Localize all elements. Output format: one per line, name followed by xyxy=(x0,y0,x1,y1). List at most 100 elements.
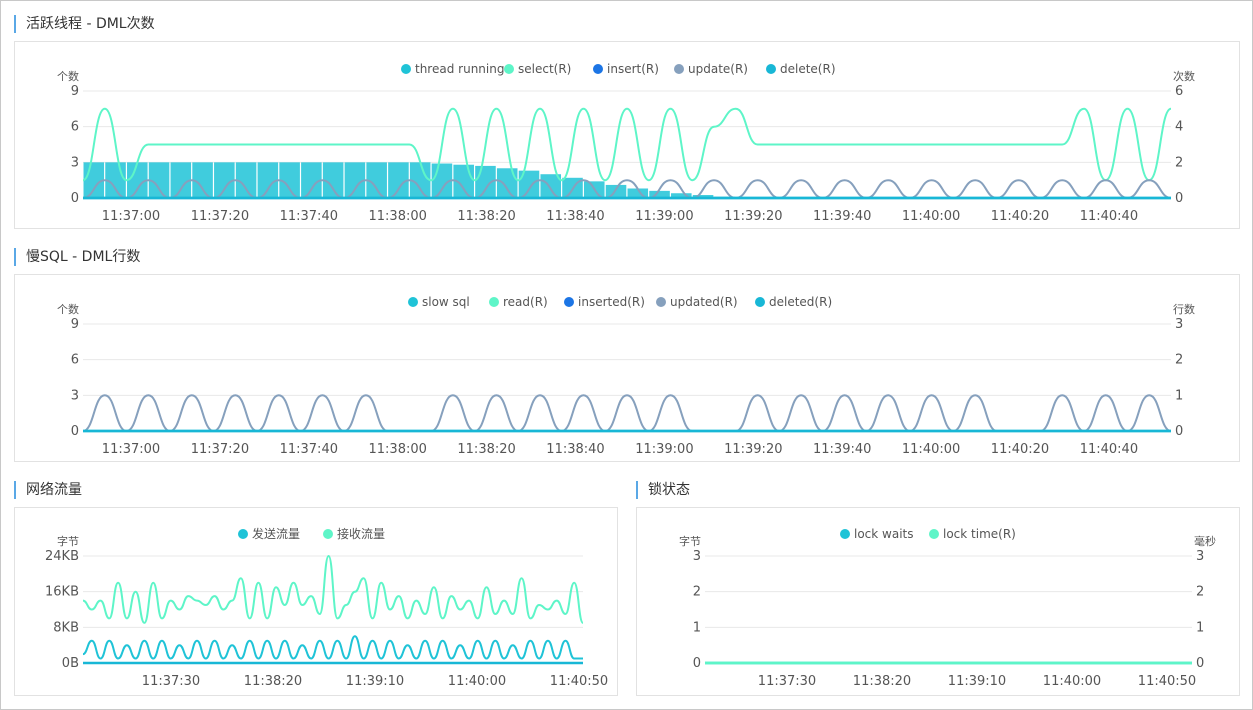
x-tick-label: 11:37:30 xyxy=(142,674,200,689)
bar xyxy=(279,162,300,198)
x-tick-label: 11:39:00 xyxy=(635,442,693,457)
legend-label: select(R) xyxy=(518,62,571,76)
bar xyxy=(257,162,279,198)
y-right-tick-label: 2 xyxy=(1175,155,1183,170)
x-tick-label: 11:37:00 xyxy=(102,209,160,224)
y-left-tick-label: 2 xyxy=(693,585,701,600)
legend-marker xyxy=(564,297,574,307)
x-tick-label: 11:38:20 xyxy=(457,209,515,224)
bar xyxy=(301,162,322,198)
x-tick-label: 11:39:20 xyxy=(724,442,782,457)
y-right-tick-label: 0 xyxy=(1196,656,1204,671)
x-tick-label: 11:39:00 xyxy=(635,209,693,224)
bar xyxy=(127,162,148,198)
y-left-tick-label: 24KB xyxy=(45,549,79,564)
series-line xyxy=(82,179,1172,200)
y-left-tick-label: 6 xyxy=(71,120,79,135)
legend-marker xyxy=(674,64,684,74)
x-tick-label: 11:40:40 xyxy=(1080,442,1138,457)
series-line xyxy=(82,107,1172,182)
x-tick-label: 11:39:40 xyxy=(813,442,871,457)
x-tick-label: 11:40:50 xyxy=(550,674,608,689)
bar xyxy=(649,190,670,198)
panel-slow-sql: 9 3 6 2 3 1 0 0 个数 行数 11:37:00 11:37:20 11:37:40 11:3… xyxy=(14,274,1240,462)
panel-active-threads: 9 6 6 4 3 2 0 0 个数 次数 11:37:00 11:37:20 11:37:40 11:3… xyxy=(14,41,1240,229)
y-right-tick-label: 6 xyxy=(1175,84,1183,99)
x-tick-label: 11:38:20 xyxy=(244,674,302,689)
legend-marker xyxy=(929,529,939,539)
legend-label: delete(R) xyxy=(780,62,836,76)
y-right-tick-label: 4 xyxy=(1175,120,1183,135)
x-tick-label: 11:40:50 xyxy=(1138,674,1196,689)
legend-label: lock waits xyxy=(854,527,914,541)
legend-marker xyxy=(840,529,850,539)
x-tick-label: 11:39:10 xyxy=(346,674,404,689)
bar xyxy=(366,162,387,198)
x-tick-label: 11:38:00 xyxy=(369,209,427,224)
y-right-axis-label: 次数 xyxy=(1173,69,1195,83)
chart-slow-sql: 9 3 6 2 3 1 0 0 个数 行数 11:37:00 11:37:20 11:37:40 11:3… xyxy=(57,295,1195,457)
legend-marker xyxy=(401,64,411,74)
legend-label: insert(R) xyxy=(607,62,659,76)
y-left-tick-label: 9 xyxy=(71,317,79,332)
y-right-tick-label: 0 xyxy=(1175,424,1183,439)
bar xyxy=(692,195,714,198)
bar xyxy=(235,162,257,198)
section-title-active-threads: 活跃线程 - DML次数 xyxy=(14,15,155,33)
section-title-slow-sql: 慢SQL - DML行数 xyxy=(14,248,140,266)
legend-marker xyxy=(238,529,248,539)
y-left-tick-label: 0 xyxy=(71,424,79,439)
y-left-tick-label: 1 xyxy=(693,620,701,635)
bar xyxy=(344,162,366,198)
section-title-network: 网络流量 xyxy=(14,481,82,499)
legend-marker xyxy=(593,64,603,74)
x-tick-label: 11:39:10 xyxy=(948,674,1006,689)
x-tick-label: 11:40:00 xyxy=(902,209,960,224)
x-tick-label: 11:38:40 xyxy=(546,209,604,224)
x-tick-label: 11:37:20 xyxy=(191,209,249,224)
bar xyxy=(518,170,540,198)
bar xyxy=(192,162,213,198)
legend-label: deleted(R) xyxy=(769,295,832,309)
y-left-tick-label: 3 xyxy=(71,155,79,170)
y-left-tick-label: 8KB xyxy=(53,620,79,635)
y-left-axis-label: 个数 xyxy=(57,70,79,83)
x-tick-label: 11:39:20 xyxy=(724,209,782,224)
x-tick-label: 11:37:20 xyxy=(191,442,249,457)
y-right-tick-label: 1 xyxy=(1196,620,1204,635)
series-line xyxy=(82,635,583,660)
legend-label: lock time(R) xyxy=(943,527,1016,541)
legend-marker xyxy=(408,297,418,307)
x-tick-label: 11:38:20 xyxy=(457,442,515,457)
bar xyxy=(496,168,518,198)
legend-label: updated(R) xyxy=(670,295,738,309)
legend-label: 接收流量 xyxy=(337,526,385,541)
x-tick-label: 11:38:00 xyxy=(369,442,427,457)
bar xyxy=(409,162,431,198)
bar xyxy=(214,162,235,198)
y-left-tick-label: 0B xyxy=(62,656,79,671)
y-left-tick-label: 9 xyxy=(71,84,79,99)
y-right-axis-label: 行数 xyxy=(1173,303,1195,316)
y-right-tick-label: 2 xyxy=(1175,353,1183,368)
y-right-tick-label: 0 xyxy=(1175,191,1183,206)
y-left-axis-label: 个数 xyxy=(57,303,79,316)
legend-marker xyxy=(755,297,765,307)
chart-network: 24KB 16KB 8KB 0B 字节 11:37:30 11:38:20 11:39:10 1… xyxy=(45,526,608,689)
x-tick-label: 11:38:40 xyxy=(546,442,604,457)
legend-label: inserted(R) xyxy=(578,295,645,309)
x-tick-label: 11:37:40 xyxy=(280,209,338,224)
y-left-tick-label: 3 xyxy=(693,549,701,564)
legend-label: read(R) xyxy=(503,295,548,309)
legend-marker xyxy=(504,64,514,74)
y-left-tick-label: 0 xyxy=(693,656,701,671)
y-left-tick-label: 3 xyxy=(71,388,79,403)
x-tick-label: 11:38:20 xyxy=(853,674,911,689)
y-left-tick-label: 0 xyxy=(71,191,79,206)
x-tick-label: 11:40:40 xyxy=(1080,209,1138,224)
x-tick-label: 11:40:20 xyxy=(991,209,1049,224)
y-left-axis-label: 字节 xyxy=(57,534,79,548)
panel-network: 24KB 16KB 8KB 0B 字节 11:37:30 11:38:20 11:39:10 1… xyxy=(14,507,618,696)
legend-label: update(R) xyxy=(688,62,748,76)
series-line xyxy=(82,554,584,624)
